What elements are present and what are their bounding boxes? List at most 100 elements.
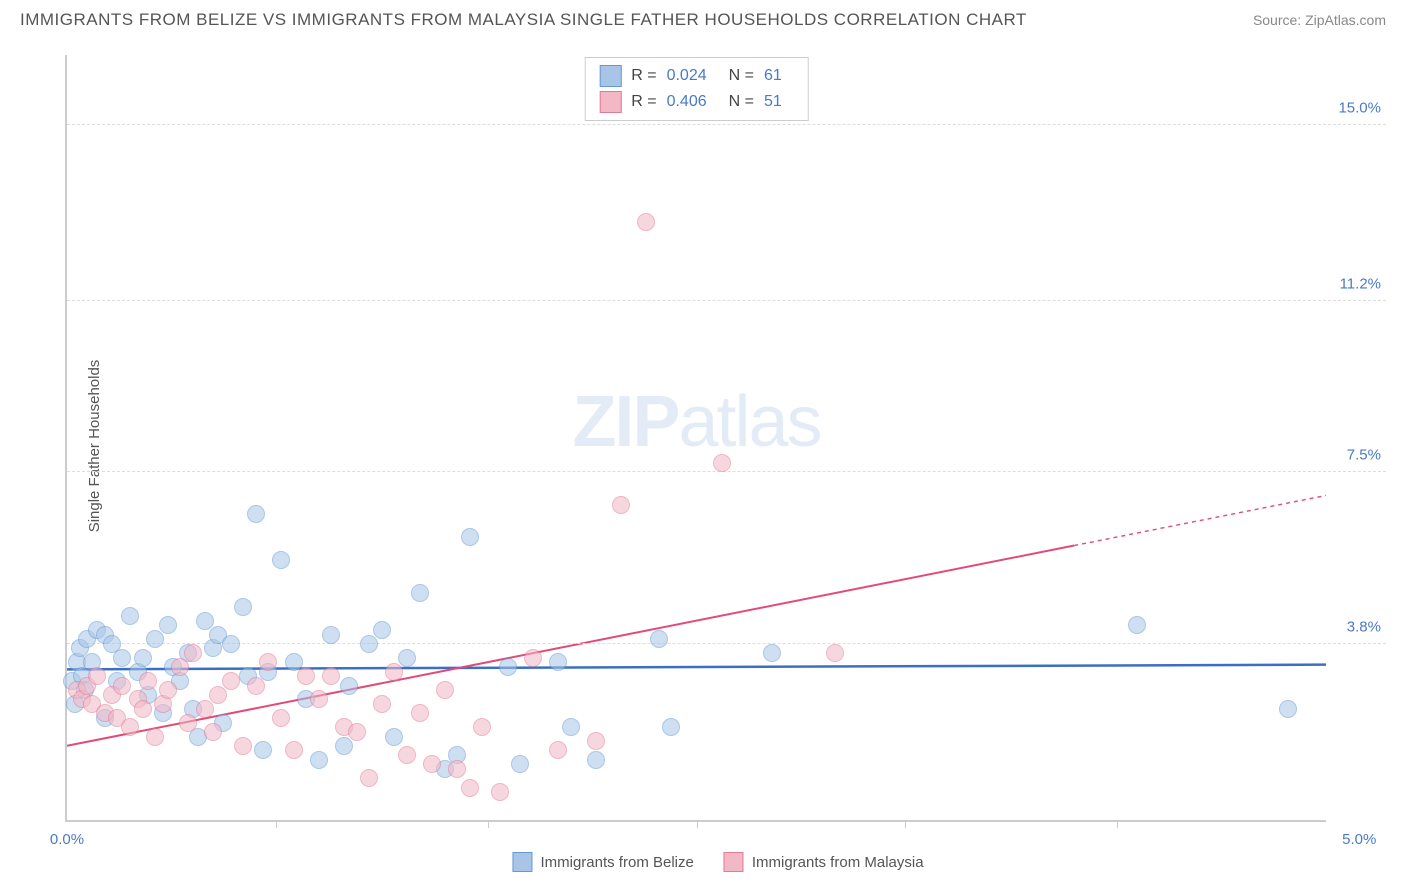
- legend-label: Immigrants from Belize: [540, 854, 693, 871]
- data-point: [159, 681, 177, 699]
- data-point: [340, 677, 358, 695]
- data-point: [763, 644, 781, 662]
- data-point: [222, 672, 240, 690]
- data-point: [1279, 700, 1297, 718]
- chart-container: ZIPatlas R = 0.024 N = 61 R = 0.406 N = 51 3.8%…: [50, 55, 1386, 842]
- stats-row: R = 0.406 N = 51: [599, 89, 794, 115]
- plot-area: ZIPatlas R =0.024N =61R =0.406N =51 3.8%…: [65, 55, 1326, 822]
- data-point: [398, 649, 416, 667]
- gridline: [67, 643, 1386, 644]
- data-point: [247, 505, 265, 523]
- data-point: [146, 728, 164, 746]
- data-point: [222, 635, 240, 653]
- chart-title: IMMIGRANTS FROM BELIZE VS IMMIGRANTS FRO…: [20, 10, 1027, 30]
- data-point: [134, 700, 152, 718]
- data-point: [436, 681, 454, 699]
- stat-n-label: N =: [729, 93, 754, 111]
- data-point: [511, 755, 529, 773]
- data-point: [171, 658, 189, 676]
- data-point: [113, 649, 131, 667]
- legend-swatch: [724, 852, 744, 872]
- stat-n-value: 61: [764, 67, 782, 85]
- data-point: [662, 718, 680, 736]
- data-point: [587, 732, 605, 750]
- legend-item: Immigrants from Malaysia: [724, 852, 924, 872]
- data-point: [88, 667, 106, 685]
- stats-row: R = 0.024 N = 61: [599, 63, 794, 89]
- y-tick-label: 11.2%: [1340, 275, 1381, 292]
- data-point: [360, 769, 378, 787]
- data-point: [637, 213, 655, 231]
- x-tick: [488, 820, 489, 828]
- legend-label: Immigrants from Malaysia: [752, 854, 924, 871]
- data-point: [272, 709, 290, 727]
- data-point: [335, 737, 353, 755]
- data-point: [310, 751, 328, 769]
- data-point: [179, 714, 197, 732]
- data-point: [499, 658, 517, 676]
- gridline: [67, 124, 1386, 125]
- series-legend: Immigrants from Belize Immigrants from Ma…: [512, 852, 923, 872]
- data-point: [524, 649, 542, 667]
- data-point: [196, 700, 214, 718]
- stat-r-value: 0.406: [667, 93, 707, 111]
- data-point: [398, 746, 416, 764]
- stat-r-label: R =: [631, 67, 656, 85]
- data-point: [322, 667, 340, 685]
- x-tick-label-right: 5.0%: [1342, 831, 1376, 848]
- data-point: [360, 635, 378, 653]
- data-point: [713, 454, 731, 472]
- data-point: [121, 718, 139, 736]
- legend-item: Immigrants from Belize: [512, 852, 693, 872]
- data-point: [204, 723, 222, 741]
- data-point: [184, 644, 202, 662]
- data-point: [322, 626, 340, 644]
- watermark: ZIPatlas: [572, 381, 820, 463]
- data-point: [285, 741, 303, 759]
- gridline: [67, 471, 1386, 472]
- data-point: [259, 653, 277, 671]
- watermark-light: atlas: [678, 382, 820, 462]
- data-point: [473, 718, 491, 736]
- stat-n-label: N =: [729, 67, 754, 85]
- legend-swatch: [599, 91, 621, 113]
- data-point: [423, 755, 441, 773]
- y-tick-label: 7.5%: [1347, 447, 1381, 464]
- data-point: [587, 751, 605, 769]
- data-point: [297, 667, 315, 685]
- data-point: [234, 737, 252, 755]
- x-tick: [697, 820, 698, 828]
- data-point: [549, 653, 567, 671]
- data-point: [650, 630, 668, 648]
- data-point: [272, 551, 290, 569]
- data-point: [146, 630, 164, 648]
- x-tick: [905, 820, 906, 828]
- data-point: [134, 649, 152, 667]
- data-point: [612, 496, 630, 514]
- data-point: [1128, 616, 1146, 634]
- data-point: [310, 690, 328, 708]
- watermark-bold: ZIP: [572, 382, 678, 462]
- data-point: [373, 695, 391, 713]
- x-tick-label-left: 0.0%: [50, 831, 84, 848]
- correlation-stats-box: R = 0.024 N = 61 R = 0.406 N = 51: [584, 57, 809, 121]
- legend-swatch: [512, 852, 532, 872]
- y-tick-label: 15.0%: [1338, 99, 1381, 116]
- x-tick: [1117, 820, 1118, 828]
- x-tick: [276, 820, 277, 828]
- data-point: [348, 723, 366, 741]
- data-point: [385, 728, 403, 746]
- stat-r-label: R =: [631, 93, 656, 111]
- data-point: [385, 663, 403, 681]
- stat-n-value: 51: [764, 93, 782, 111]
- data-point: [562, 718, 580, 736]
- data-point: [247, 677, 265, 695]
- source-credit: Source: ZipAtlas.com: [1253, 12, 1386, 28]
- data-point: [461, 528, 479, 546]
- data-point: [411, 584, 429, 602]
- data-point: [113, 677, 131, 695]
- stat-r-value: 0.024: [667, 67, 707, 85]
- data-point: [549, 741, 567, 759]
- y-tick-label: 3.8%: [1347, 618, 1381, 635]
- data-point: [209, 686, 227, 704]
